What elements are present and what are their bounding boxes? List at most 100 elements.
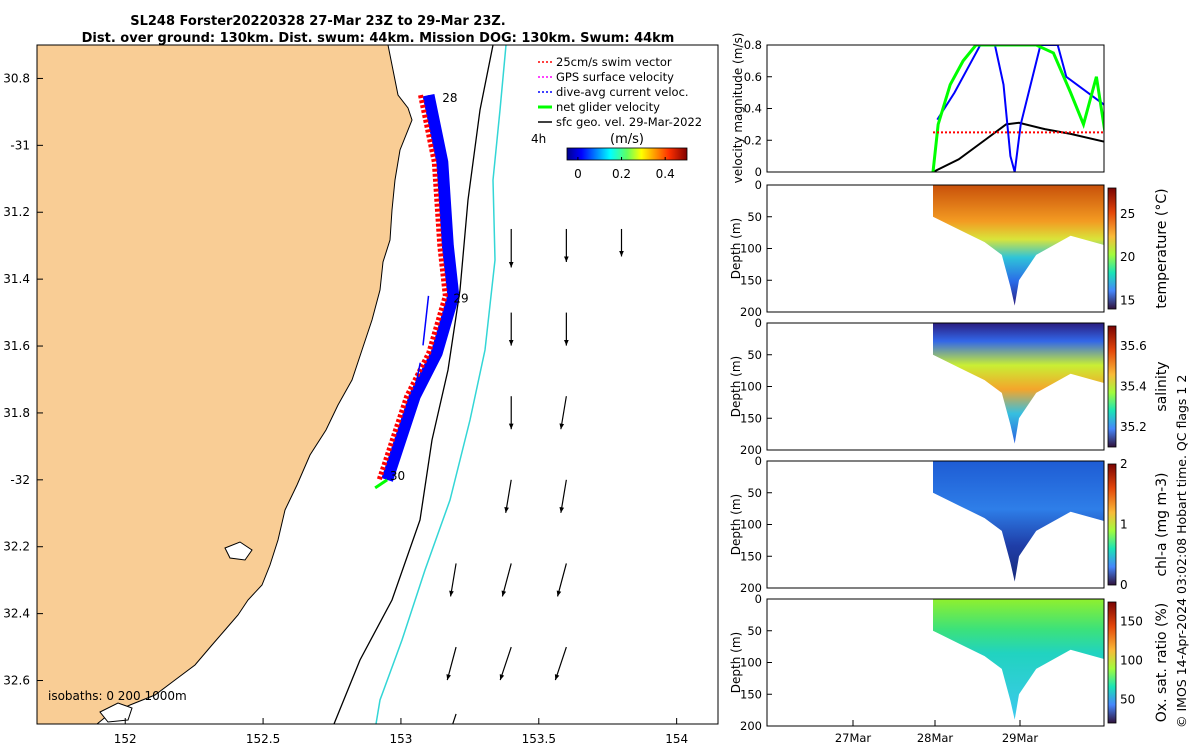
chart-title-line1: SL248 Forster20220328 27-Mar 23Z to 29-M… [130, 14, 506, 29]
sfc-geo-arrowhead [499, 674, 505, 681]
y-tick-label: 150 [740, 687, 762, 701]
sfc-geo-arrowhead [559, 423, 565, 430]
section-fill [933, 185, 1104, 306]
y-tick-label: 0 [755, 165, 762, 179]
x-tick-label: 152.5 [246, 732, 280, 746]
sfc-geo-arrowhead [504, 506, 509, 513]
y-tick-label: -32 [10, 473, 30, 487]
land [37, 45, 413, 724]
y-tick-label: 31.2 [3, 205, 30, 219]
colorbar-tick-label: 25 [1120, 207, 1135, 221]
y-tick-label: 0 [755, 316, 762, 330]
section-ylabel: Depth (m) [729, 218, 743, 279]
current-vector [389, 429, 402, 469]
sfc-geo-arrowhead [559, 506, 565, 513]
colorbar-tick-label: 0 [1120, 578, 1128, 592]
colorbar-label: Ox. sat. ratio (%) [1154, 603, 1170, 722]
isobath-label: isobaths: 0 200 1000m [48, 689, 187, 703]
x-tick-label: 28Mar [917, 731, 954, 745]
colorbar-tick-label: 20 [1120, 250, 1135, 264]
y-tick-label: 31.8 [3, 406, 30, 420]
section-salinity [933, 323, 1104, 444]
chart-title-line2: Dist. over ground: 130km. Dist. swum: 44… [82, 31, 675, 46]
y-tick-label: 32.4 [3, 607, 30, 621]
y-tick-label: 50 [747, 348, 762, 362]
sfc-geo-arrowhead [449, 590, 454, 597]
y-tick-label: 150 [740, 411, 762, 425]
velocity-plot-area [931, 45, 1104, 172]
legend-label: sfc geo. vel. 29-Mar-2022 [556, 115, 702, 129]
colorbar-tick-label: 150 [1120, 615, 1143, 629]
lake [224, 541, 253, 561]
colorbar-tick-label: 35.2 [1120, 420, 1147, 434]
section-ylabel: Depth (m) [729, 494, 743, 555]
section-fill [933, 461, 1104, 582]
y-tick-label: 100 [740, 242, 762, 256]
section-ylabel: Depth (m) [729, 356, 743, 417]
section-ylabel: Depth (m) [729, 632, 743, 693]
velocity-series [936, 45, 1104, 172]
map-frame [36, 44, 719, 725]
sfc-geo-vector [554, 646, 567, 681]
map-panel: 28 29 30 isobaths: 0 200 1000m 25cm/s swim v… [3, 44, 719, 746]
y-tick-label: 0.8 [744, 38, 762, 52]
x-tick-label: 29Mar [1002, 731, 1039, 745]
isobath-200 [333, 45, 494, 724]
legend-label: GPS surface velocity [556, 70, 674, 84]
y-tick-label: 0 [755, 592, 762, 606]
y-tick-label: 150 [740, 273, 762, 287]
y-tick-label: 0.2 [744, 133, 762, 147]
scale-label: 4h [531, 132, 546, 146]
current-vector [422, 295, 430, 346]
y-tick-label: 50 [747, 210, 762, 224]
sfc-geo-vector [505, 479, 512, 513]
y-tick-label: 50 [747, 486, 762, 500]
colorbar-tick-label: 50 [1120, 693, 1135, 707]
y-tick-label: 100 [740, 380, 762, 394]
map-area: 28 29 30 isobaths: 0 200 1000m 25cm/s swim v… [37, 45, 718, 724]
legend-label: dive-avg current veloc. [556, 85, 689, 99]
sfc-geo-vector [560, 396, 567, 430]
y-tick-label: 0 [755, 454, 762, 468]
colorbar-tick-label: 2 [1120, 457, 1128, 471]
y-tick-label: 31.6 [3, 339, 30, 353]
net-velocity [374, 478, 388, 490]
day-label: 29 [453, 292, 468, 306]
velocity-ylabel: velocity magnitude (m/s) [731, 33, 745, 184]
colorbar-tick-label: 35.4 [1120, 380, 1147, 394]
swim-vectors [376, 94, 448, 481]
section-colorbar [1107, 187, 1117, 310]
y-tick-label: 50 [747, 624, 762, 638]
sfc-geo-vector [556, 563, 567, 597]
section-colorbar [1107, 601, 1117, 724]
colorbar-tick-label: 0 [574, 167, 582, 181]
sfc-geo-vector [452, 713, 457, 724]
section-chl-a [933, 461, 1104, 582]
sfc-geo-vector [446, 646, 457, 681]
sfc-geo-arrowhead [508, 261, 514, 268]
colorbar-tick-label: 15 [1120, 293, 1135, 307]
sfc-geo-arrowhead [554, 674, 560, 681]
y-tick-label: 150 [740, 549, 762, 563]
x-tick-label: 154 [665, 732, 688, 746]
legend-label: net glider velocity [556, 100, 660, 114]
sfc-geo-arrowhead [508, 340, 514, 346]
sfc-geo-vector [501, 563, 512, 597]
x-tick-label: 27Mar [835, 731, 872, 745]
colorbar-label: (m/s) [610, 132, 644, 147]
glider-track [386, 94, 455, 481]
section-fill [933, 599, 1104, 720]
sfc-geo-arrowhead [619, 250, 624, 257]
colorbar-tick-label: 0.4 [656, 167, 675, 181]
colorbar-tick-label: 1 [1120, 518, 1128, 532]
y-tick-label: 200 [740, 581, 762, 595]
sfc-geo-arrowhead [508, 423, 514, 430]
section-colorbar [1107, 325, 1117, 448]
sfc-geo-vector [449, 563, 457, 597]
section-oxygen [933, 599, 1104, 720]
colorbar-label: chl-a (mg m-3) [1154, 472, 1170, 576]
y-tick-label: 200 [740, 719, 762, 733]
current-vector [410, 362, 421, 407]
